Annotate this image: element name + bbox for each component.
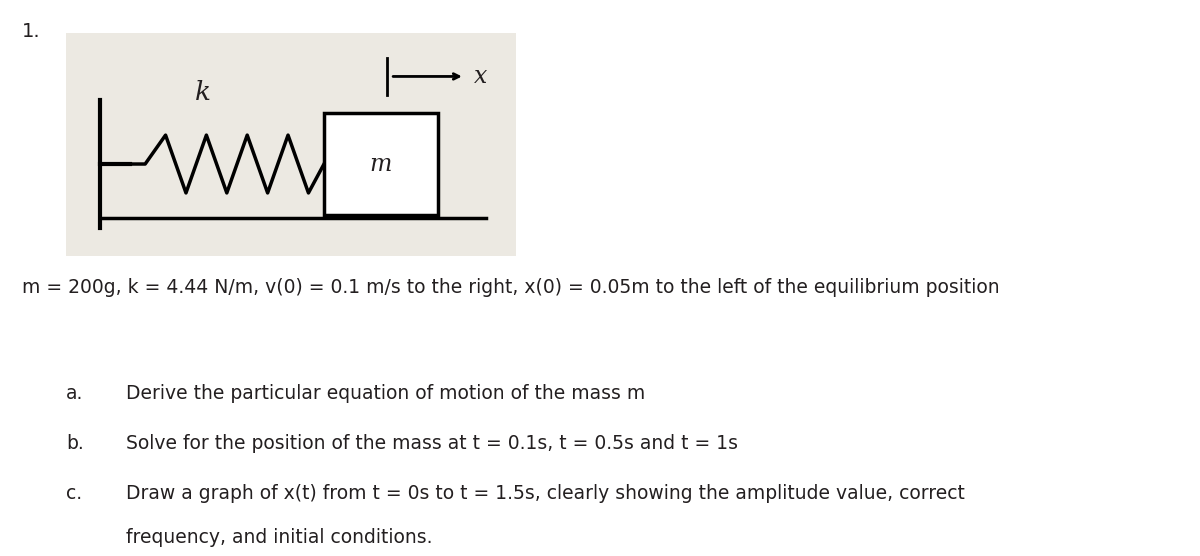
Text: x: x bbox=[474, 65, 487, 88]
Text: Draw a graph of x(t) from t = 0s to t = 1.5s, clearly showing the amplitude valu: Draw a graph of x(t) from t = 0s to t = … bbox=[126, 484, 965, 503]
Text: b.: b. bbox=[66, 434, 84, 453]
Bar bbox=[324, 112, 438, 215]
Text: c.: c. bbox=[66, 484, 82, 503]
Text: m: m bbox=[370, 152, 392, 176]
Text: a.: a. bbox=[66, 384, 83, 403]
Text: frequency, and initial conditions.: frequency, and initial conditions. bbox=[126, 528, 432, 547]
Text: m = 200g, k = 4.44 N/m, v(0) = 0.1 m/s to the right, x(0) = 0.05m to the left of: m = 200g, k = 4.44 N/m, v(0) = 0.1 m/s t… bbox=[22, 278, 1000, 297]
Text: Derive the particular equation of motion of the mass m: Derive the particular equation of motion… bbox=[126, 384, 646, 403]
Bar bbox=[66, 33, 516, 256]
Text: 1.: 1. bbox=[22, 22, 41, 41]
Text: Solve for the position of the mass at t = 0.1s, t = 0.5s and t = 1s: Solve for the position of the mass at t … bbox=[126, 434, 738, 453]
Text: k: k bbox=[194, 80, 211, 105]
